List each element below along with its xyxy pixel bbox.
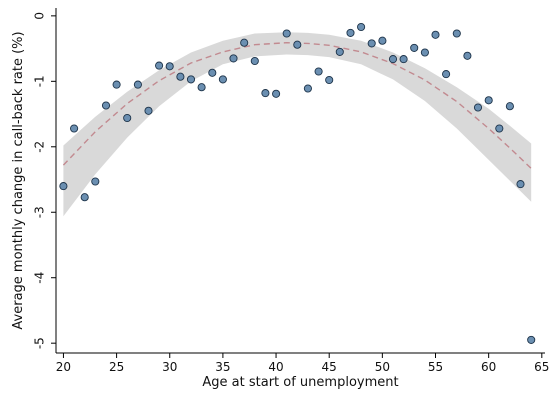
data-point xyxy=(293,40,302,49)
data-point xyxy=(505,102,514,111)
x-tick-label: 25 xyxy=(109,360,124,374)
confidence-band-layer xyxy=(63,32,532,217)
y-tick-label: -4 xyxy=(33,272,47,284)
data-points-layer xyxy=(59,22,536,344)
data-point xyxy=(495,124,504,133)
data-point xyxy=(272,89,281,98)
data-point xyxy=(346,28,355,37)
x-tick-label: 40 xyxy=(268,360,283,374)
data-point xyxy=(325,75,334,85)
y-tick-label: -5 xyxy=(33,337,47,349)
data-point xyxy=(59,182,68,191)
confidence-band xyxy=(63,32,532,217)
data-point xyxy=(70,124,79,133)
data-point xyxy=(484,96,493,105)
data-point xyxy=(208,68,217,77)
data-point xyxy=(155,61,164,70)
data-point xyxy=(229,54,238,63)
data-point xyxy=(399,55,408,64)
x-tick-label: 55 xyxy=(428,360,443,374)
y-axis-title: Average monthly change in call-back rate… xyxy=(11,31,26,329)
data-point xyxy=(303,84,312,93)
data-point xyxy=(420,48,429,57)
x-tick-label: 65 xyxy=(534,360,549,374)
data-point xyxy=(218,75,227,84)
data-point xyxy=(144,106,153,115)
data-point xyxy=(431,30,440,39)
y-tick-label: -3 xyxy=(33,206,47,218)
data-point xyxy=(314,67,323,76)
data-point xyxy=(357,22,366,32)
x-tick-label: 50 xyxy=(375,360,390,374)
data-point xyxy=(176,72,185,81)
data-point xyxy=(186,75,196,84)
x-tick-label: 45 xyxy=(322,360,337,374)
y-tick-label: 0 xyxy=(33,12,47,20)
data-point xyxy=(452,29,461,38)
data-point xyxy=(367,39,376,48)
data-point xyxy=(133,80,142,89)
y-tick-label: -1 xyxy=(33,75,47,87)
fit-line xyxy=(62,41,532,169)
data-point xyxy=(282,29,291,38)
data-point xyxy=(516,180,525,189)
data-point xyxy=(335,47,344,56)
data-point xyxy=(463,51,472,60)
data-point xyxy=(240,38,249,47)
data-point xyxy=(91,177,100,186)
data-point xyxy=(112,80,121,89)
data-point xyxy=(378,36,387,45)
x-tick-label: 20 xyxy=(56,360,71,374)
data-point xyxy=(197,83,206,92)
data-point xyxy=(165,62,174,71)
data-point xyxy=(261,89,270,98)
data-point xyxy=(250,56,259,66)
fit-line-layer xyxy=(62,41,532,169)
axes-layer: 20 25 30 35 40 45 50 55 60 65 0 -1 -2 -3 -4 -5 xyxy=(33,8,549,374)
x-tick-label: 35 xyxy=(215,360,230,374)
x-axis-title: Age at start of unemployment xyxy=(202,375,398,390)
data-point xyxy=(442,70,451,79)
data-point xyxy=(123,113,132,123)
y-tick-label: -2 xyxy=(33,141,47,153)
x-tick-label: 60 xyxy=(481,360,496,374)
data-point xyxy=(473,103,483,112)
data-point xyxy=(101,101,111,110)
x-tick-label: 30 xyxy=(162,360,177,374)
data-point xyxy=(80,193,89,202)
data-point xyxy=(388,55,398,64)
data-point xyxy=(410,43,419,52)
data-point xyxy=(527,335,536,344)
